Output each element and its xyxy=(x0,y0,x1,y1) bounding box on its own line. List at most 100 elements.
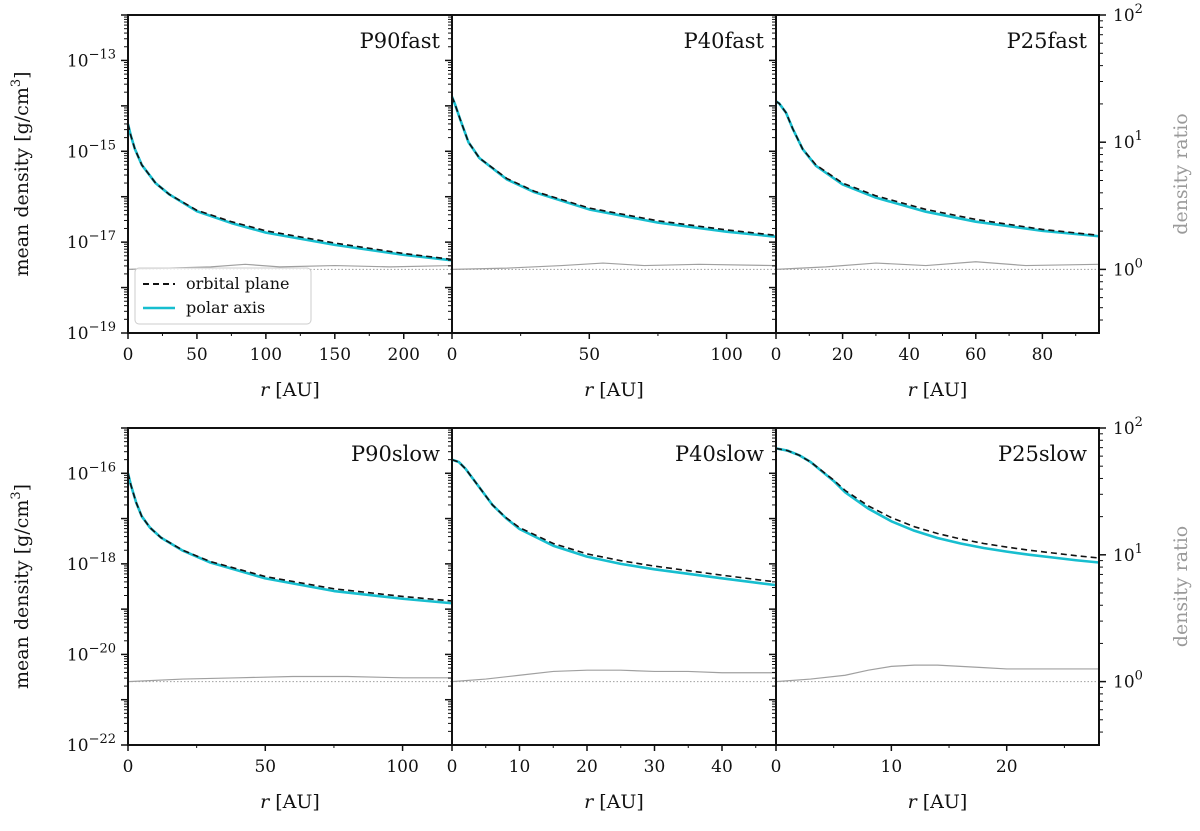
x-axis-label-unit: [AU] xyxy=(269,379,320,401)
y2-tick-label: 101 xyxy=(1113,129,1143,153)
y-tick-label: 10−22 xyxy=(67,732,116,756)
y2-tick-label-exp: 1 xyxy=(1135,542,1143,557)
x-axis-label-var: r xyxy=(584,379,595,401)
polar-axis-line xyxy=(451,458,777,587)
y-tick-label-base: 10 xyxy=(67,645,89,665)
x-tick-label: 50 xyxy=(578,345,600,365)
x-tick-label: 0 xyxy=(771,757,782,777)
x-tick-label: 40 xyxy=(898,345,920,365)
x-tick-label: 0 xyxy=(447,757,458,777)
y-tick-label: 10−13 xyxy=(67,47,116,71)
y-tick-label-exp: −16 xyxy=(89,460,116,475)
axes-frame xyxy=(127,427,453,746)
y2-axis-label: density ratio xyxy=(1170,113,1192,234)
x-axis-label-var: r xyxy=(260,791,271,813)
y2-tick-label: 102 xyxy=(1113,415,1143,439)
density-ratio-line xyxy=(775,664,1099,683)
panel-title: P90fast xyxy=(360,29,441,53)
x-tick-label: 20 xyxy=(832,345,854,365)
polar-axis-line xyxy=(126,123,453,262)
x-tick-label: 20 xyxy=(996,757,1018,777)
x-axis-label-unit: [AU] xyxy=(593,791,644,813)
y-tick-label-base: 10 xyxy=(67,736,89,756)
legend: orbital plane polar axis xyxy=(134,267,312,325)
x-tick-label: 100 xyxy=(710,345,742,365)
x-tick-label: 0 xyxy=(771,345,782,365)
x-axis-label: r [AU] xyxy=(908,379,968,401)
panel-P40fast: 0 50 100 r [AU] P40fast xyxy=(445,14,777,401)
panel-title: P90slow xyxy=(351,442,440,466)
x-axis-label-unit: [AU] xyxy=(269,791,320,813)
y2-tick-label: 100 xyxy=(1113,256,1143,280)
x-axis-label-unit: [AU] xyxy=(593,379,644,401)
y-tick-label-base: 10 xyxy=(67,464,89,484)
y2-axis-label: density ratio xyxy=(1170,526,1192,647)
x-tick-label: 100 xyxy=(386,757,418,777)
x-axis-label-var: r xyxy=(908,791,919,813)
y2-tick-label-base: 10 xyxy=(1113,260,1135,280)
x-tick-label: 10 xyxy=(509,757,531,777)
y2-tick-label-base: 10 xyxy=(1113,6,1135,26)
y-tick-label-base: 10 xyxy=(67,324,89,344)
y2-tick-label-base: 10 xyxy=(1113,133,1135,153)
y-axis-label-sup: 3 xyxy=(9,491,24,499)
x-axis-label-unit: [AU] xyxy=(917,791,968,813)
legend-label-orbital-plane: orbital plane xyxy=(186,274,289,293)
x-axis-label-var: r xyxy=(584,791,595,813)
x-tick-label: 150 xyxy=(319,345,351,365)
polar-axis-line xyxy=(775,100,1100,238)
x-tick-label: 100 xyxy=(250,345,282,365)
y2-tick-label: 100 xyxy=(1113,669,1143,693)
y-tick-label: 10−17 xyxy=(67,229,116,253)
density-ratio-line xyxy=(451,262,777,270)
y-tick-label: 10−16 xyxy=(67,460,116,484)
x-tick-label: 10 xyxy=(881,757,903,777)
x-axis-label-var: r xyxy=(908,379,919,401)
y-tick-label: 10−18 xyxy=(67,551,116,575)
panel-P40slow: 0 10 20 30 40 r [AU] P40slow xyxy=(445,427,777,813)
y-tick-label: 10−20 xyxy=(67,641,116,665)
panel-title: P40fast xyxy=(684,29,765,53)
axes-frame xyxy=(775,427,1100,746)
y-tick-label-base: 10 xyxy=(67,142,89,162)
x-tick-label: 30 xyxy=(644,757,666,777)
y2-tick-label-exp: 0 xyxy=(1135,669,1143,684)
y2-tick-label-exp: 2 xyxy=(1135,415,1143,430)
y-axis-label-sup: 3 xyxy=(9,79,24,87)
x-tick-label: 20 xyxy=(576,757,598,777)
y-tick-label: 10−15 xyxy=(67,138,116,162)
density-ratio-line xyxy=(775,261,1100,270)
axes-frame xyxy=(451,427,777,746)
y-axis-label-text: mean density [g/cm xyxy=(11,500,33,689)
y-tick-label-exp: −13 xyxy=(89,47,116,62)
x-axis-label: r [AU] xyxy=(584,379,644,401)
polar-axis-line xyxy=(450,96,777,238)
x-tick-label: 0 xyxy=(447,345,458,365)
panel-title: P25slow xyxy=(998,442,1087,466)
y-tick-label-base: 10 xyxy=(67,233,89,253)
x-tick-label: 0 xyxy=(123,757,134,777)
y-tick-label-exp: −22 xyxy=(89,732,116,747)
y-tick-label-exp: −20 xyxy=(89,641,116,656)
orbital-plane-line xyxy=(451,458,777,583)
axes-frame xyxy=(775,14,1100,334)
x-axis-label: r [AU] xyxy=(260,791,320,813)
x-axis-label-var: r xyxy=(260,379,271,401)
x-tick-label: 50 xyxy=(186,345,208,365)
panel-title: P25fast xyxy=(1007,29,1088,53)
y2-tick-label: 101 xyxy=(1113,542,1143,566)
orbital-plane-line xyxy=(775,447,1100,559)
y-axis-label-close: ] xyxy=(11,71,33,78)
legend-box xyxy=(134,267,312,325)
x-axis-label-unit: [AU] xyxy=(917,379,968,401)
y2-tick-label-base: 10 xyxy=(1113,673,1135,693)
y-axis-label: mean density [g/cm3] xyxy=(9,484,33,689)
polar-axis-line xyxy=(126,472,453,605)
x-axis-label: r [AU] xyxy=(908,791,968,813)
y2-tick-label: 102 xyxy=(1113,2,1143,26)
